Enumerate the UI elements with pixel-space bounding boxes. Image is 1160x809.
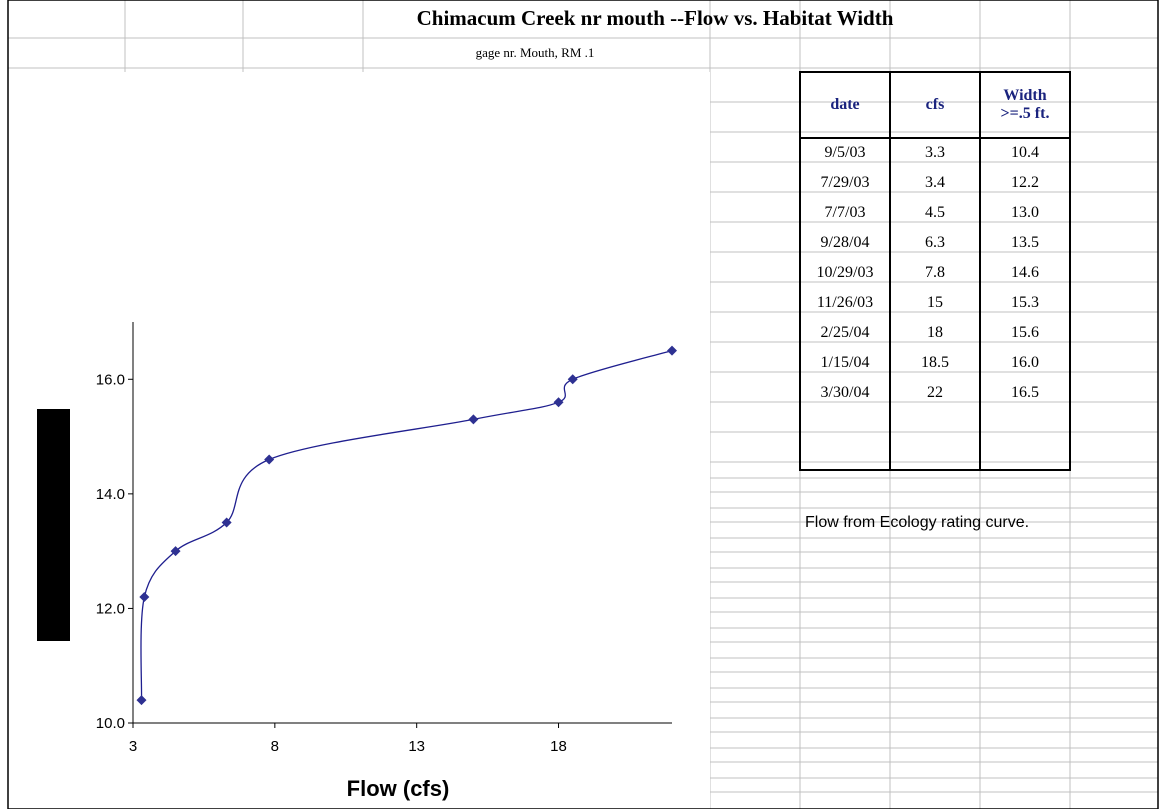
data-point <box>170 546 181 557</box>
table-cell: 7.8 <box>925 264 945 281</box>
table-border <box>799 71 1071 471</box>
table-cell: 13.0 <box>1011 204 1039 221</box>
table-cell: 15 <box>927 294 943 311</box>
data-point <box>264 454 275 465</box>
table-header: cfs <box>925 96 945 113</box>
table-cell: 11/26/03 <box>816 294 874 311</box>
table-cell: 10.4 <box>1011 144 1039 161</box>
subtitle: gage nr. Mouth, RM .1 <box>476 45 595 60</box>
table-cell: 3/30/04 <box>820 384 870 401</box>
data-point <box>553 397 564 408</box>
table-cell: 13.5 <box>1011 234 1039 251</box>
table-cell: 9/28/04 <box>820 234 870 251</box>
table-cell: 7/29/03 <box>820 174 870 191</box>
table-cell: 3.3 <box>925 144 945 161</box>
title: Chimacum Creek nr mouth --Flow vs. Habit… <box>417 6 894 30</box>
table-header: Width >=.5 ft. <box>1000 87 1050 122</box>
table-cell: 10/29/03 <box>816 264 874 281</box>
data-point <box>136 695 147 706</box>
note: Flow from Ecology rating curve. <box>805 514 1029 531</box>
table-cell: 15.3 <box>1011 294 1039 311</box>
table-cell: 22 <box>927 384 943 401</box>
y-tick-label: 16.0 <box>96 371 125 388</box>
table-cell: 4.5 <box>925 204 945 221</box>
data-point <box>468 414 479 425</box>
chart-area <box>8 72 710 809</box>
table-cell: 14.6 <box>1011 264 1039 281</box>
data-point <box>567 374 578 385</box>
data-point <box>139 591 150 602</box>
table-cell: 12.2 <box>1011 174 1039 191</box>
table-cell: 2/25/04 <box>820 324 870 341</box>
table-header: date <box>830 96 860 113</box>
x-tick-label: 13 <box>408 738 425 755</box>
border <box>7 0 1159 809</box>
table-cell: 18 <box>927 324 943 341</box>
x-tick-label: 3 <box>129 738 137 755</box>
table-cell: 7/7/03 <box>824 204 866 221</box>
table-cell: 6.3 <box>925 234 945 251</box>
data-point <box>667 345 677 356</box>
obscured-label <box>37 409 70 641</box>
table-cell: 9/5/03 <box>824 144 866 161</box>
table-cell: 16.0 <box>1011 354 1039 371</box>
data-point <box>221 517 232 528</box>
table-cell: 3.4 <box>925 174 945 191</box>
table-cell: 15.6 <box>1011 324 1039 341</box>
x-tick-label: 18 <box>550 738 567 755</box>
table-cell: 1/15/04 <box>820 354 870 371</box>
x-axis-title: Flow (cfs) <box>347 776 450 801</box>
y-tick-label: 14.0 <box>96 486 125 503</box>
table-cell: 16.5 <box>1011 384 1039 401</box>
x-tick-label: 8 <box>271 738 279 755</box>
series-line <box>140 350 673 701</box>
table-cell: 18.5 <box>921 354 949 371</box>
y-tick-label: 12.0 <box>96 600 125 617</box>
y-tick-label: 10.0 <box>96 715 125 732</box>
